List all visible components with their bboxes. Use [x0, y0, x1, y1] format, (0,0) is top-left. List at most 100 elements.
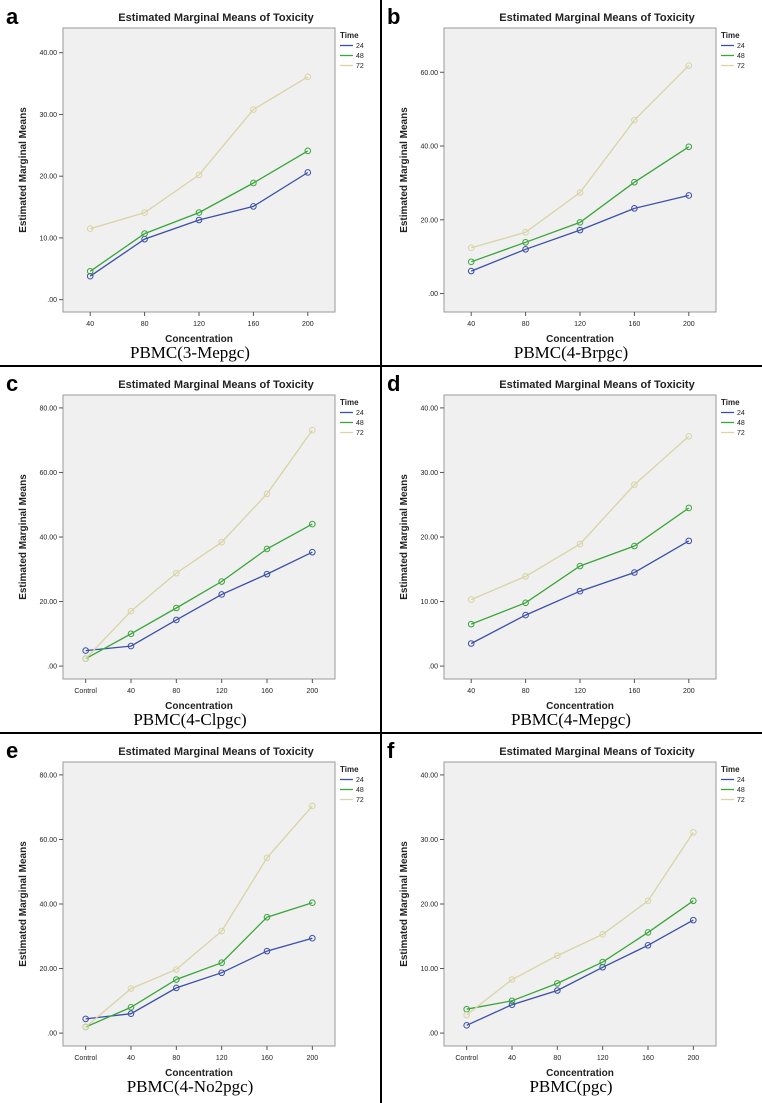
y-tick-label: 10.00	[420, 966, 438, 973]
x-tick-label: Control	[455, 1055, 478, 1062]
y-axis-label: Estimated Marginal Means	[399, 474, 410, 600]
data-point-48	[522, 238, 529, 246]
x-tick-label: 40	[127, 1055, 135, 1062]
series-line-48	[466, 900, 694, 1010]
data-point-24	[467, 640, 475, 647]
series-line-72	[471, 65, 690, 249]
panel-letter: c	[6, 371, 18, 396]
chart-title: Estimated Marginal Means of Toxicity	[499, 746, 695, 758]
data-point-24	[685, 537, 693, 545]
x-tick-label: 160	[261, 1055, 273, 1062]
x-axis-label: Concentration	[546, 1068, 614, 1079]
data-point-48	[195, 209, 203, 216]
data-point-72	[467, 244, 475, 252]
data-point-24	[690, 916, 697, 924]
data-point-48	[599, 958, 606, 966]
data-point-48	[263, 913, 271, 921]
plot-area	[443, 761, 717, 1047]
series-line-48	[470, 507, 690, 625]
y-tick-label: 30.00	[39, 112, 57, 119]
series-line-48	[85, 902, 313, 1028]
x-tick-label: 120	[216, 1055, 228, 1062]
legend-title: Time	[340, 31, 359, 40]
series-line-72	[85, 805, 313, 1028]
y-tick-label: 10.00	[420, 599, 438, 606]
data-point-48	[86, 267, 94, 275]
data-point-72	[82, 1023, 89, 1031]
y-tick-label: .00	[428, 664, 438, 671]
data-point-24	[127, 642, 135, 650]
y-tick-label: .00	[47, 297, 57, 304]
data-point-72	[173, 966, 180, 973]
data-point-72	[304, 73, 312, 81]
y-tick-label: 20.00	[420, 217, 438, 224]
x-tick-label: 40	[86, 321, 94, 328]
series-line-72	[85, 429, 313, 660]
data-point-48	[690, 897, 697, 905]
series-line-24	[470, 540, 690, 645]
data-point-24	[309, 934, 316, 942]
data-point-24	[173, 984, 180, 992]
data-point-72	[644, 897, 652, 905]
x-tick-label: 160	[629, 688, 641, 695]
plot-area	[62, 394, 336, 680]
data-point-24	[463, 1022, 470, 1029]
chart-title: Estimated Marginal Means of Toxicity	[499, 12, 695, 24]
data-point-24	[250, 203, 257, 210]
data-point-48	[644, 929, 652, 936]
data-point-24	[508, 1001, 516, 1008]
x-tick-label: 160	[629, 321, 641, 328]
data-point-72	[522, 229, 529, 236]
y-tick-label: 40.00	[39, 535, 57, 542]
legend-label-72: 72	[737, 797, 745, 804]
data-point-24	[127, 1010, 135, 1018]
chart-title: Estimated Marginal Means of Toxicity	[118, 746, 314, 758]
data-point-48	[309, 899, 316, 907]
data-point-72	[631, 116, 638, 124]
panel-letter: f	[387, 738, 395, 763]
panel-caption: PBMC(4-Brpgc)	[514, 343, 628, 362]
chart-panel-e: e Estimated Marginal Means of Toxicity .00…	[6, 738, 364, 1096]
y-tick-label: 40.00	[39, 50, 57, 57]
series-line-48	[470, 146, 690, 263]
plot-area	[443, 27, 717, 313]
y-tick-label: 10.00	[39, 235, 57, 242]
x-tick-label: 80	[172, 688, 180, 695]
legend-label-24: 24	[356, 410, 364, 417]
data-point-24	[86, 272, 94, 280]
y-tick-label: 80.00	[39, 772, 57, 779]
x-tick-label: 200	[683, 688, 695, 695]
x-tick-label: 80	[522, 321, 530, 328]
data-point-24	[218, 591, 225, 598]
y-tick-label: .00	[428, 291, 438, 298]
chart-title: Estimated Marginal Means of Toxicity	[118, 379, 314, 391]
x-tick-label: 160	[261, 688, 273, 695]
x-tick-label: 200	[306, 688, 318, 695]
data-point-72	[86, 225, 94, 232]
x-tick-label: 40	[467, 321, 475, 328]
data-point-48	[576, 562, 584, 570]
panel-letter: a	[6, 4, 19, 29]
data-point-72	[250, 106, 257, 113]
panel-letter: d	[387, 371, 400, 396]
series-line-72	[470, 435, 690, 601]
data-point-48	[685, 143, 693, 151]
x-tick-label: 40	[508, 1055, 516, 1062]
x-tick-label: 200	[306, 1055, 318, 1062]
series-line-48	[89, 150, 309, 272]
chart-panel-a: a Estimated Marginal Means of Toxicity .00…	[6, 4, 364, 362]
data-point-24	[644, 942, 652, 949]
data-point-72	[576, 189, 584, 196]
data-point-72	[263, 854, 271, 862]
panel-caption: PBMC(3-Mepgc)	[130, 343, 250, 362]
data-point-48	[141, 230, 148, 237]
data-point-24	[82, 647, 89, 654]
x-tick-label: 40	[467, 688, 475, 695]
data-point-48	[685, 504, 693, 512]
data-point-48	[218, 959, 225, 967]
y-tick-label: 20.00	[39, 174, 57, 181]
data-point-72	[508, 976, 516, 983]
data-point-48	[309, 520, 316, 528]
data-point-48	[127, 1003, 135, 1011]
data-point-72	[599, 931, 606, 938]
